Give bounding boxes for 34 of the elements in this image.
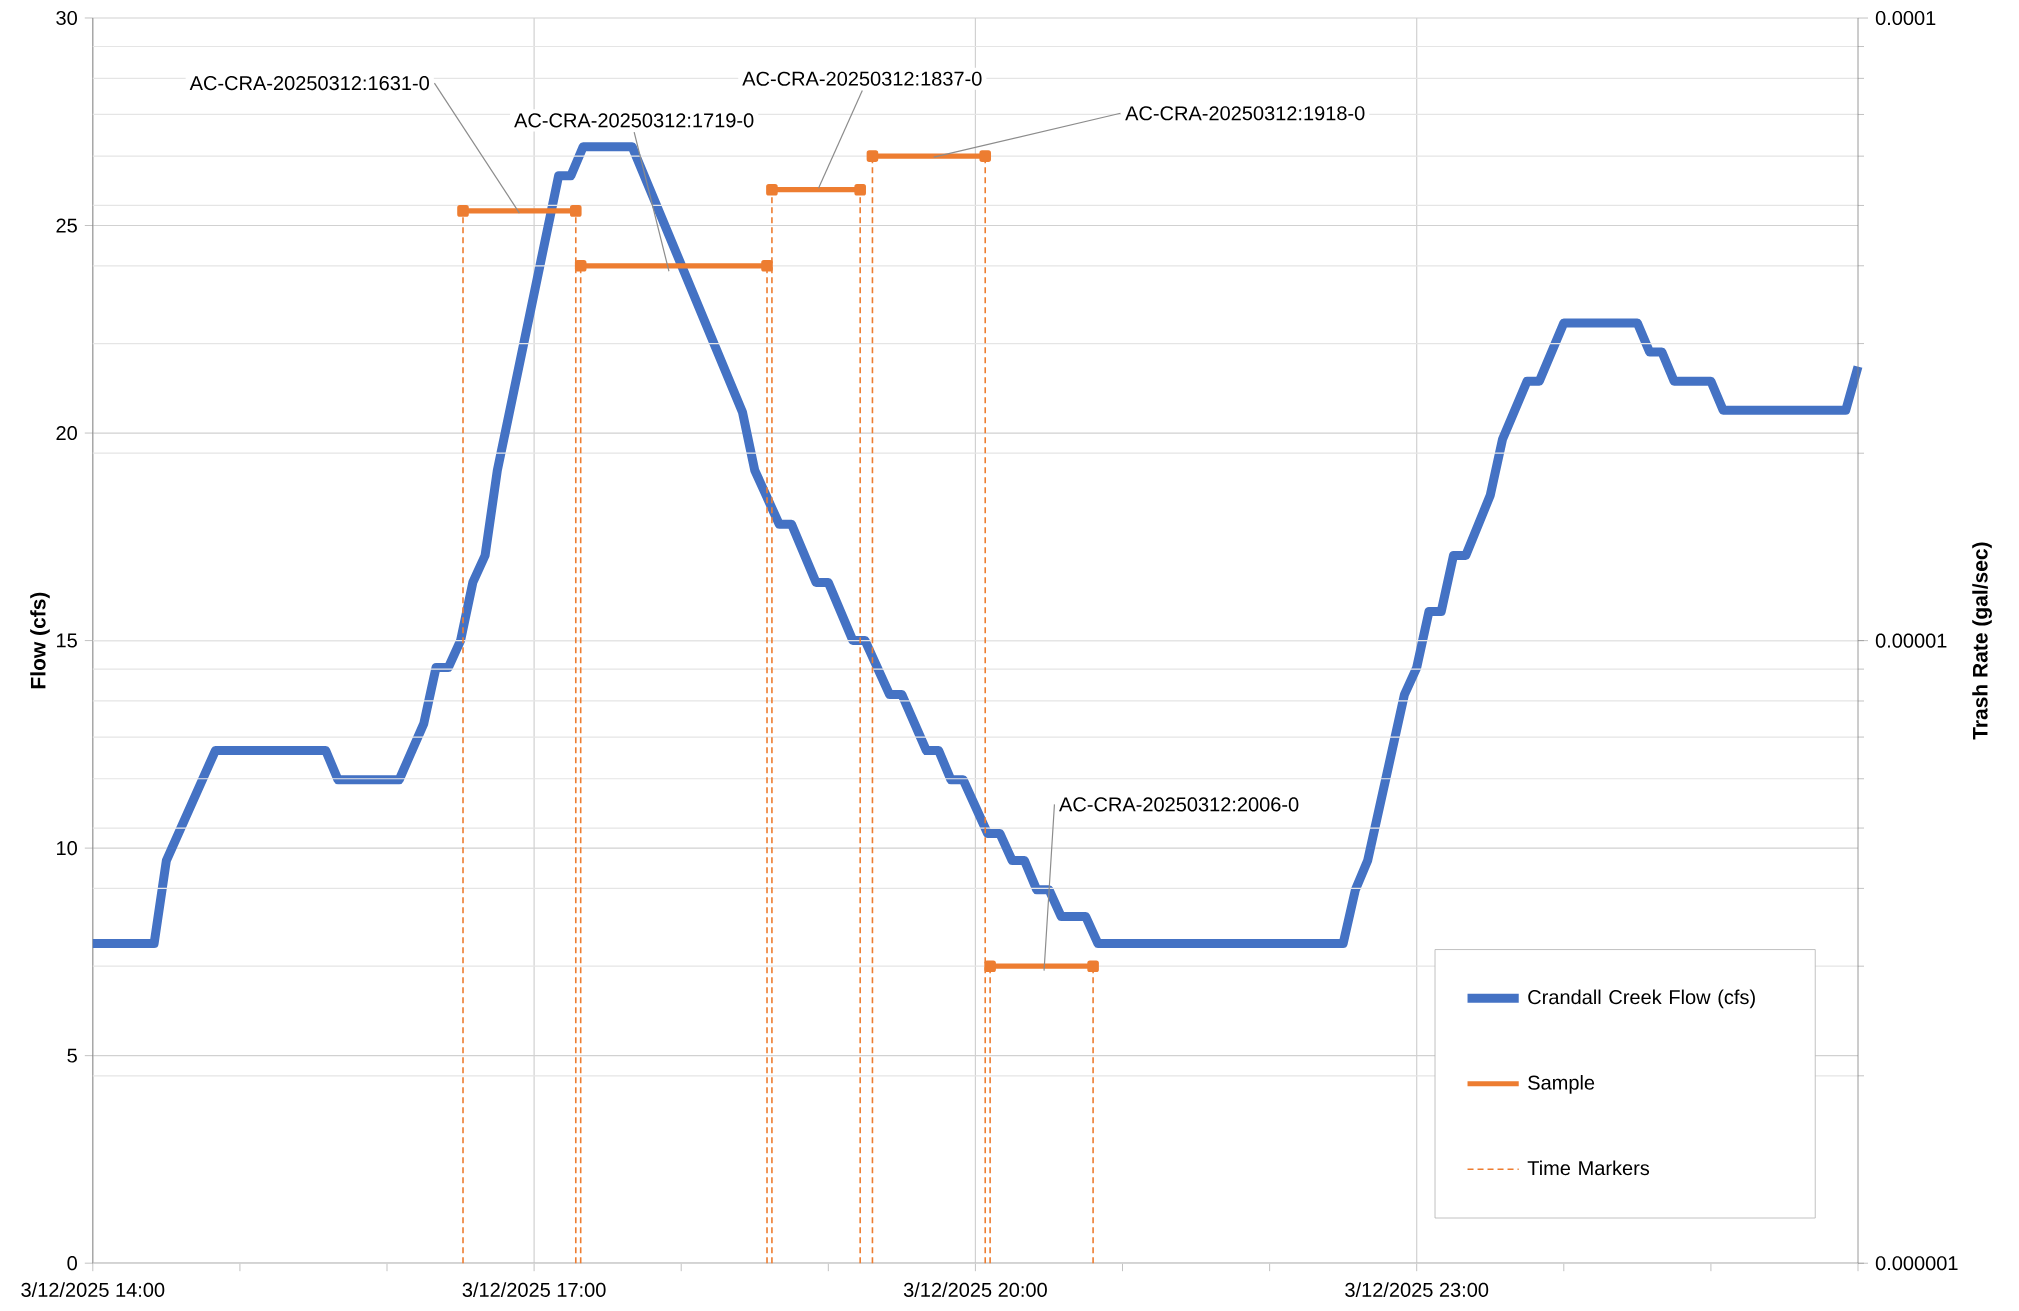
y-tick-label: 0 (67, 1256, 77, 1271)
y-tick-label: 5 (67, 1048, 77, 1063)
y2-tick-label: 0.00001 (1875, 633, 1947, 648)
y-axis-title: Flow (cfs) (30, 592, 50, 689)
point (979, 150, 992, 162)
y2-tick-label: 0.000001 (1875, 1256, 1958, 1271)
y-tick-label: 15 (57, 633, 77, 648)
annotation: AC-CRA-20250312:1837-0 (742, 71, 982, 86)
y-tick-label: 20 (56, 425, 77, 441)
point (866, 150, 879, 162)
y2-tick-label: 0.0001 (1875, 10, 1936, 26)
point (1087, 960, 1099, 972)
y2-axis-title: Trash Rate (gal/sec) (1972, 542, 1992, 740)
x-tick-label: 3/12/2025 17:00 (462, 1282, 606, 1297)
x-tick-label: 3/12/2025 23:00 (1345, 1282, 1489, 1297)
annotation: AC-CRA-20250312:1631-0 (189, 76, 429, 91)
y-tick-label: 30 (56, 10, 77, 26)
point (766, 183, 778, 196)
legend-label: Sample (1528, 1075, 1595, 1094)
annotation: AC-CRA-20250312:1918-0 (1125, 106, 1365, 121)
annotation: AC-CRA-20250312:1719-0 (514, 113, 754, 128)
legend-label: Crandall Creek Flow (cfs) (1528, 989, 1755, 1009)
annotation: AC-CRA-20250312:2006-0 (1059, 797, 1299, 812)
legend-label: Time Markers (1527, 1160, 1650, 1176)
point (854, 183, 866, 196)
x-tick-label: 3/12/2025 20:00 (903, 1282, 1047, 1297)
point (761, 259, 773, 272)
y-tick-label: 10 (57, 841, 77, 856)
point (457, 205, 469, 217)
point (984, 960, 996, 972)
point (574, 259, 587, 272)
point (569, 205, 582, 217)
y-tick-label: 25 (56, 218, 77, 233)
x-tick-label: 3/12/2025 14:00 (21, 1282, 165, 1297)
